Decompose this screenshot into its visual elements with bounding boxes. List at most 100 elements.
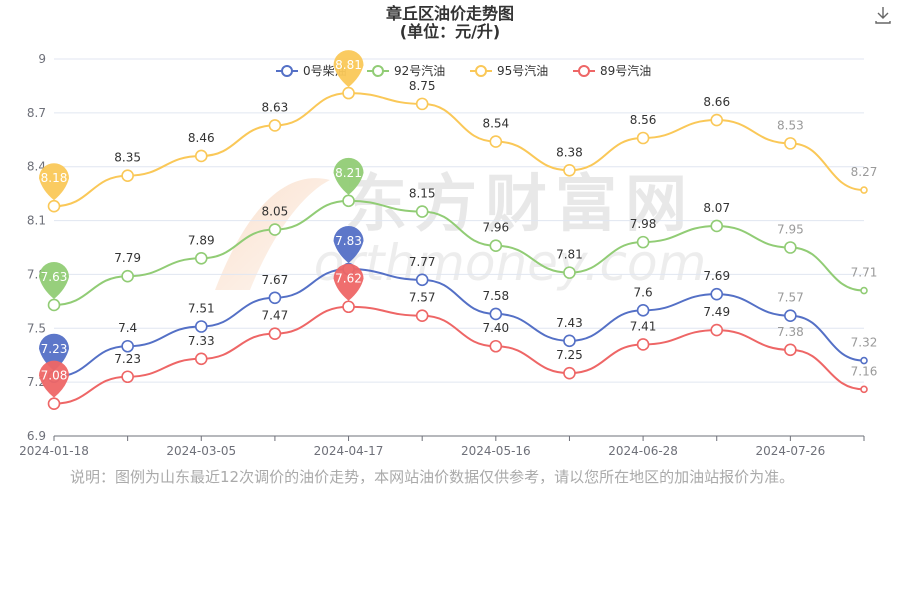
data-label: 7.43 — [556, 316, 583, 330]
marker-pin-label: 7.23 — [41, 342, 68, 356]
data-point — [636, 131, 650, 145]
data-point — [784, 137, 797, 150]
legend: 0号柴油 92号汽油 95号汽油 89号汽油 — [276, 63, 651, 78]
legend-item[interactable]: 92号汽油 — [367, 63, 445, 78]
data-point — [194, 149, 208, 163]
data-point — [563, 164, 576, 177]
data-label: 8.54 — [482, 117, 509, 131]
legend-item[interactable]: 89号汽油 — [573, 63, 651, 78]
data-point — [415, 205, 429, 218]
series-lines: 7.47.517.677.777.587.437.67.697.577.327.… — [47, 79, 878, 410]
marker-pin-shape — [39, 360, 69, 398]
data-point — [489, 339, 503, 353]
data-point — [194, 251, 208, 265]
data-label: 7.89 — [188, 233, 215, 247]
data-point — [784, 309, 797, 323]
data-label: 7.79 — [114, 251, 141, 265]
series-3: 7.23 7.33 7.47 7.57 7.40 7.25 7.41 7.49 7.38 7.16 — [47, 291, 878, 410]
series-line — [53, 305, 865, 405]
legend-symbol — [578, 65, 590, 77]
marker-pin-label: 7.83 — [335, 234, 362, 248]
marker-pin: 7.63 — [39, 261, 69, 299]
data-label: 8.63 — [262, 100, 289, 114]
line-chart: 东方财富网 orthmoney.com 6.97.27.57.88.18.48.… — [19, 50, 878, 458]
legend-item[interactable]: 95号汽油 — [470, 63, 548, 78]
data-label: 8.46 — [188, 131, 215, 145]
data-point — [784, 343, 797, 357]
data-point — [710, 113, 724, 127]
download-icon[interactable] — [872, 4, 894, 26]
marker-pin: 7.08 — [39, 360, 69, 398]
marker-pin-label: 8.18 — [41, 171, 68, 185]
data-point — [342, 300, 355, 314]
data-label: 7.23 — [114, 352, 141, 366]
y-tick-label: 7.5 — [27, 321, 46, 335]
data-label: 7.38 — [777, 325, 804, 339]
legend-symbol — [281, 65, 293, 77]
marker-pin-label: 7.62 — [335, 272, 362, 286]
data-label: 7.6 — [634, 285, 653, 299]
series-1: 7.79 7.89 8.05 8.15 7.96 7.81 7.98 8.07 7.95 7.71 — [47, 187, 878, 312]
legend-symbol — [475, 65, 487, 77]
chart-subtitle: (单位：元/升) — [399, 22, 501, 41]
data-label: 7.40 — [482, 321, 509, 335]
series-line — [53, 199, 865, 306]
data-point — [860, 186, 868, 194]
x-tick-label: 2024-01-18 — [19, 444, 89, 458]
data-label: 7.96 — [482, 221, 509, 235]
data-point — [268, 223, 282, 236]
marker-pin-label: 7.08 — [41, 369, 68, 383]
data-label: 7.47 — [262, 309, 289, 323]
chart-title: 章丘区油价走势图 — [385, 4, 514, 23]
data-point — [489, 239, 503, 253]
data-point — [415, 309, 429, 323]
data-point — [489, 135, 503, 148]
series-line — [53, 92, 865, 208]
data-label: 8.05 — [262, 205, 289, 219]
x-tick-label: 2024-05-16 — [461, 444, 531, 458]
marker-pin-shape — [333, 157, 364, 195]
data-label: 7.25 — [556, 348, 583, 362]
data-label: 8.15 — [409, 187, 436, 201]
data-label: 8.53 — [777, 118, 804, 132]
y-tick-label: 8.4 — [27, 160, 46, 174]
x-tick-label: 2024-07-26 — [755, 444, 825, 458]
data-label: 7.81 — [556, 248, 583, 262]
data-point — [47, 199, 61, 213]
data-point — [121, 370, 134, 384]
download-button[interactable] — [872, 4, 894, 26]
data-point — [636, 235, 650, 249]
marker-pin-shape — [333, 226, 364, 264]
data-point — [710, 323, 724, 337]
legend-symbol — [372, 65, 384, 77]
data-point — [47, 298, 61, 312]
marker-pin-shape — [39, 163, 69, 201]
data-point — [636, 338, 650, 351]
legend-label: 89号汽油 — [600, 63, 651, 78]
data-label: 7.51 — [188, 301, 215, 315]
y-tick-label: 8.7 — [27, 106, 46, 120]
footnote: 说明：图例为山东最近12次调价的油价走势，本网站油价数据仅供参考，请以您所在地区… — [70, 468, 795, 486]
svg-text:东方财富网: 东方财富网 — [345, 167, 695, 240]
marker-pin: 7.83 — [333, 226, 364, 264]
marker-pin: 8.21 — [333, 157, 364, 195]
data-label: 7.77 — [409, 255, 436, 269]
data-point — [563, 266, 576, 279]
marker-pin-shape — [39, 261, 69, 299]
data-label: 7.71 — [851, 266, 878, 280]
data-label: 7.57 — [409, 291, 436, 305]
data-point — [47, 397, 61, 410]
marker-pin-label: 7.63 — [41, 270, 68, 284]
marker-pin-shape — [333, 50, 364, 88]
data-label: 7.32 — [851, 336, 878, 350]
data-label: 7.16 — [851, 364, 878, 378]
data-point — [342, 86, 355, 100]
data-point — [415, 97, 429, 111]
legend-label: 95号汽油 — [497, 63, 548, 78]
y-tick-label: 6.9 — [27, 429, 46, 443]
marker-pin-shape — [39, 333, 69, 371]
data-point — [194, 352, 208, 366]
data-label: 8.66 — [703, 95, 730, 109]
marker-pin-shape — [333, 263, 364, 301]
data-label: 7.67 — [262, 273, 289, 287]
